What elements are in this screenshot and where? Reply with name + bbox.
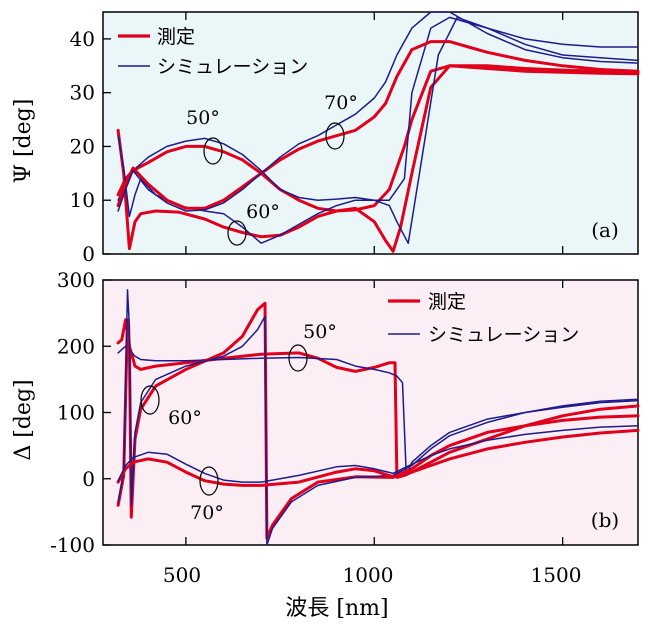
- annotation-ellipse-50-a: [203, 137, 223, 165]
- annotation-60-a: 60°: [246, 201, 280, 223]
- annotation-60-b: 60°: [168, 407, 202, 429]
- y-tick-label-b-3: 200: [57, 334, 95, 358]
- annotation-ellipse-50-b: [288, 344, 308, 372]
- y-tick-label-b-4: 300: [57, 268, 95, 292]
- series-lines-a: [116, 11, 640, 253]
- series-lines-b: [116, 289, 640, 546]
- x-tick-label-1500: 1500: [531, 563, 582, 587]
- annotation-ellipse-60-a: [227, 220, 247, 246]
- annotation-70-a: 70°: [324, 92, 358, 114]
- plot-area-b: [102, 279, 639, 546]
- x-tick-label-500: 500: [163, 563, 201, 587]
- x-axis-label: 波長 [nm]: [285, 596, 388, 621]
- panel-a: 0 10 20 30 40 Ψ [deg] (a) 測定 シミュレーション 50° 60…: [11, 11, 640, 266]
- series-line-b-1: [117, 345, 639, 477]
- y-axis-label-b: Δ [deg]: [11, 379, 36, 460]
- annotation-ellipse-60-b: [140, 385, 160, 415]
- legend-label-measured-b: 測定: [428, 291, 466, 313]
- y-tick-label-a-0: 0: [82, 242, 95, 266]
- annotation-70-b: 70°: [190, 502, 224, 524]
- series-line-a-2: [116, 64, 640, 253]
- y-tick-label-b-0: -100: [50, 533, 95, 557]
- legend-label-sim-b: シミュレーション: [428, 324, 579, 346]
- y-tick-label-a-4: 40: [70, 27, 95, 51]
- y-ticks-a: 0 10 20 30 40: [70, 12, 564, 266]
- panel-b: -100 0 100 200 300 Δ [deg] (b) 測定 シミュレーション 5…: [11, 268, 640, 557]
- annotation-50-a: 50°: [186, 107, 220, 129]
- annotation-50-b: 50°: [303, 321, 337, 343]
- series-line-a-5: [117, 11, 639, 212]
- panel-label-a: (a): [591, 218, 619, 242]
- panel-label-b: (b): [591, 508, 619, 532]
- y-tick-label-a-2: 20: [70, 134, 95, 158]
- x-tick-label-1000: 1000: [343, 563, 394, 587]
- y-axis-label-a: Ψ [deg]: [11, 99, 36, 184]
- legend-label-measured-a: 測定: [157, 26, 195, 48]
- y-tick-label-a-1: 10: [70, 188, 95, 212]
- annotation-ellipse-70-b: [199, 466, 219, 496]
- series-line-a-3: [117, 16, 639, 244]
- legend-label-sim-a: シミュレーション: [157, 56, 308, 78]
- series-line-b-3: [117, 289, 639, 546]
- annotation-ellipse-70-a: [325, 122, 345, 150]
- y-tick-label-b-1: 0: [82, 467, 95, 491]
- y-tick-label-b-2: 100: [57, 401, 95, 425]
- y-ticks-b: -100 0 100 200 300: [50, 268, 564, 557]
- y-tick-label-a-3: 30: [70, 81, 95, 105]
- series-line-b-5: [117, 425, 639, 483]
- series-line-b-4: [116, 428, 640, 487]
- series-line-a-4: [116, 40, 640, 210]
- plot-area-a: [102, 11, 639, 255]
